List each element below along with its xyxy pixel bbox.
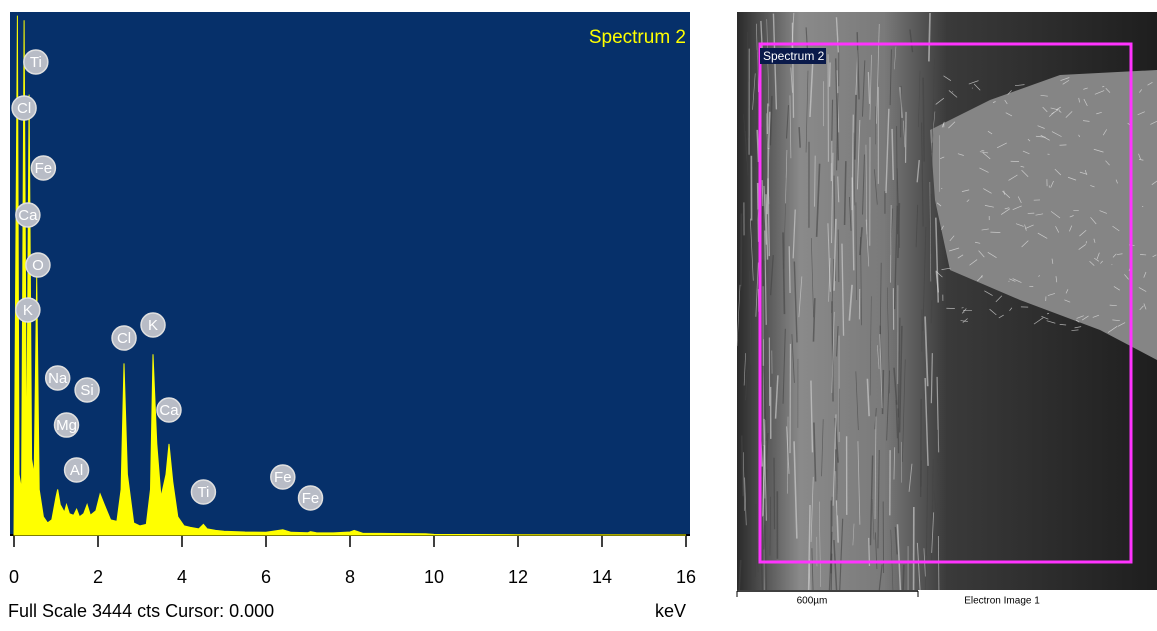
element-label: Fe — [35, 160, 53, 177]
element-label: O — [32, 257, 44, 274]
texture-streak — [836, 449, 837, 500]
x-tick-label: 0 — [9, 567, 19, 587]
scale-bar-label: 600µm — [797, 596, 828, 607]
element-label: Cl — [117, 330, 131, 347]
texture-streak — [762, 180, 763, 206]
x-tick-label: 16 — [676, 567, 696, 587]
texture-streak — [883, 370, 884, 414]
footer: Full Scale 3444 cts Cursor: 0.000 — [8, 601, 274, 621]
texture-streak — [815, 156, 816, 207]
element-label: Ti — [30, 54, 42, 71]
texture-streak — [903, 565, 904, 590]
element-label: Cl — [17, 100, 31, 117]
x-tick-label: 12 — [508, 567, 528, 587]
region-label: Spectrum 2 — [763, 49, 825, 63]
element-label: Ca — [159, 402, 179, 419]
texture-streak — [755, 504, 756, 577]
x-tick-label: 10 — [424, 567, 444, 587]
texture-streak — [923, 78, 924, 162]
element-label: Fe — [302, 490, 320, 507]
texture-streak — [929, 13, 930, 61]
element-label: Na — [48, 370, 68, 387]
element-label: Al — [70, 462, 83, 479]
element-label: Fe — [274, 469, 292, 486]
electron-image — [737, 12, 1157, 590]
x-tick-label: 14 — [592, 567, 612, 587]
texture-streak — [931, 300, 932, 323]
element-label: Mg — [56, 417, 77, 434]
page: Spectrum 2 keV Full Scale 3444 cts Curso… — [0, 0, 1157, 631]
texture-streak — [830, 63, 831, 87]
element-label: Ti — [197, 484, 209, 501]
chart-title: Spectrum 2 — [589, 27, 686, 48]
image-caption: Electron Image 1 — [964, 596, 1040, 607]
element-label: Si — [80, 382, 93, 399]
x-tick-label: 8 — [345, 567, 355, 587]
texture-flake — [1112, 264, 1113, 265]
texture-flake — [964, 312, 965, 313]
texture-streak — [774, 458, 775, 530]
element-label: K — [148, 317, 158, 334]
x-tick-label: 2 — [93, 567, 103, 587]
plot-background — [10, 12, 690, 535]
x-tick-label: 4 — [177, 567, 187, 587]
x-axis-label: keV — [655, 601, 686, 621]
texture-streak — [789, 246, 790, 293]
element-label: Ca — [18, 207, 38, 224]
element-label: K — [23, 302, 33, 319]
texture-flake — [972, 88, 973, 89]
texture-flake — [1102, 86, 1104, 87]
x-tick-label: 6 — [261, 567, 271, 587]
